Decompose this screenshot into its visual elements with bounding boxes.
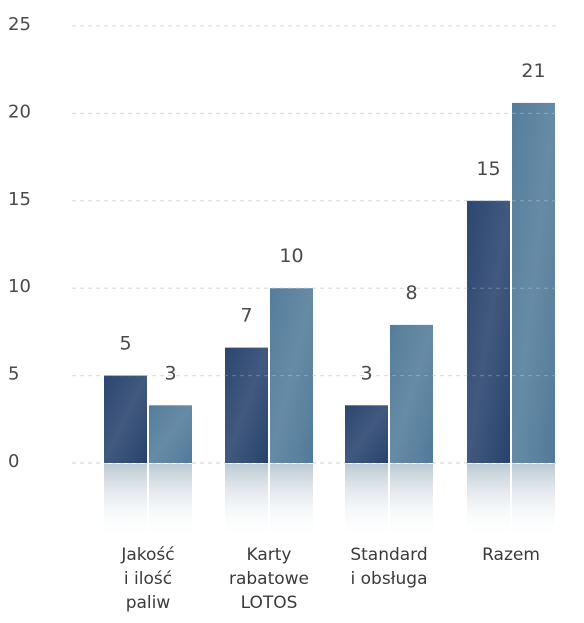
category-labels: Jakość i ilość paliw Karty rabatowe LOTOS Stan… bbox=[120, 545, 540, 613]
bars bbox=[72, 25, 560, 464]
category-label: Karty rabatowe LOTOS bbox=[229, 545, 309, 613]
bar-sheen bbox=[467, 200, 510, 464]
y-tick-label: 25 bbox=[8, 14, 31, 35]
bar-value-label: 7 bbox=[240, 305, 252, 327]
category-label: Standard i obsługa bbox=[350, 545, 427, 589]
category-label-line: Jakość bbox=[120, 545, 174, 565]
bar-sheen bbox=[512, 102, 555, 464]
bar-value-label: 3 bbox=[360, 362, 372, 384]
bar-sheen bbox=[225, 347, 268, 463]
category-label-line: i obsługa bbox=[351, 569, 428, 589]
y-axis-ticks: 0 5 10 15 20 25 bbox=[8, 14, 31, 472]
bar-reflection bbox=[467, 464, 510, 539]
bar-reflection bbox=[512, 464, 555, 539]
category-label: Jakość i ilość paliw bbox=[120, 545, 174, 613]
bar-value-label: 15 bbox=[476, 158, 500, 180]
bar-value-label: 21 bbox=[521, 60, 545, 82]
bar-sheen bbox=[270, 288, 313, 463]
bar-sheen bbox=[149, 405, 192, 463]
bar-reflection bbox=[345, 464, 388, 539]
category-label-line: i ilość bbox=[124, 569, 172, 589]
y-tick-label: 20 bbox=[8, 101, 31, 122]
bar-value-label: 5 bbox=[119, 333, 131, 355]
category-label-line: Standard bbox=[350, 545, 427, 565]
bar-value-label: 8 bbox=[405, 282, 417, 304]
grid bbox=[72, 25, 560, 464]
bar-value-label: 10 bbox=[279, 245, 303, 267]
bar-reflection bbox=[104, 464, 147, 539]
category-label-line: rabatowe bbox=[229, 569, 309, 589]
bar-value-label: 3 bbox=[164, 362, 176, 384]
y-tick-label: 10 bbox=[8, 276, 31, 297]
bar-reflections bbox=[104, 464, 555, 539]
bar-reflection bbox=[149, 464, 192, 539]
category-label-line: paliw bbox=[126, 593, 171, 613]
y-tick-label: 5 bbox=[8, 364, 19, 385]
category-label: Razem bbox=[482, 545, 540, 565]
value-labels: 5 3 7 10 3 8 15 21 bbox=[119, 60, 545, 384]
bar-reflection bbox=[390, 464, 433, 539]
category-label-line: Razem bbox=[482, 545, 540, 565]
bar-sheen bbox=[345, 405, 388, 463]
y-tick-label: 15 bbox=[8, 189, 31, 210]
bar-reflection bbox=[225, 464, 268, 539]
category-label-line: LOTOS bbox=[241, 593, 298, 613]
bar-sheen bbox=[104, 375, 147, 463]
bar-reflection bbox=[270, 464, 313, 539]
category-label-line: Karty bbox=[247, 545, 292, 565]
y-tick-label: 0 bbox=[8, 451, 19, 472]
bar-sheen bbox=[390, 324, 433, 463]
